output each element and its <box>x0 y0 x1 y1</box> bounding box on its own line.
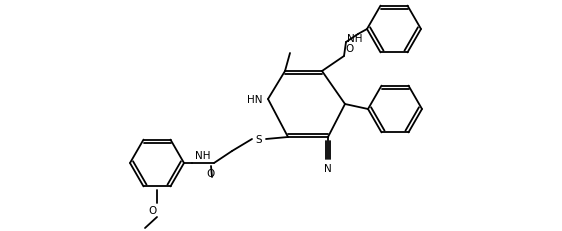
Text: HN: HN <box>247 94 263 105</box>
Text: O: O <box>345 44 353 54</box>
Text: O: O <box>148 205 156 215</box>
Text: NH: NH <box>347 34 362 44</box>
Text: O: O <box>206 168 214 178</box>
Text: N: N <box>324 163 332 173</box>
Text: S: S <box>256 134 262 144</box>
Text: NH: NH <box>195 150 211 160</box>
